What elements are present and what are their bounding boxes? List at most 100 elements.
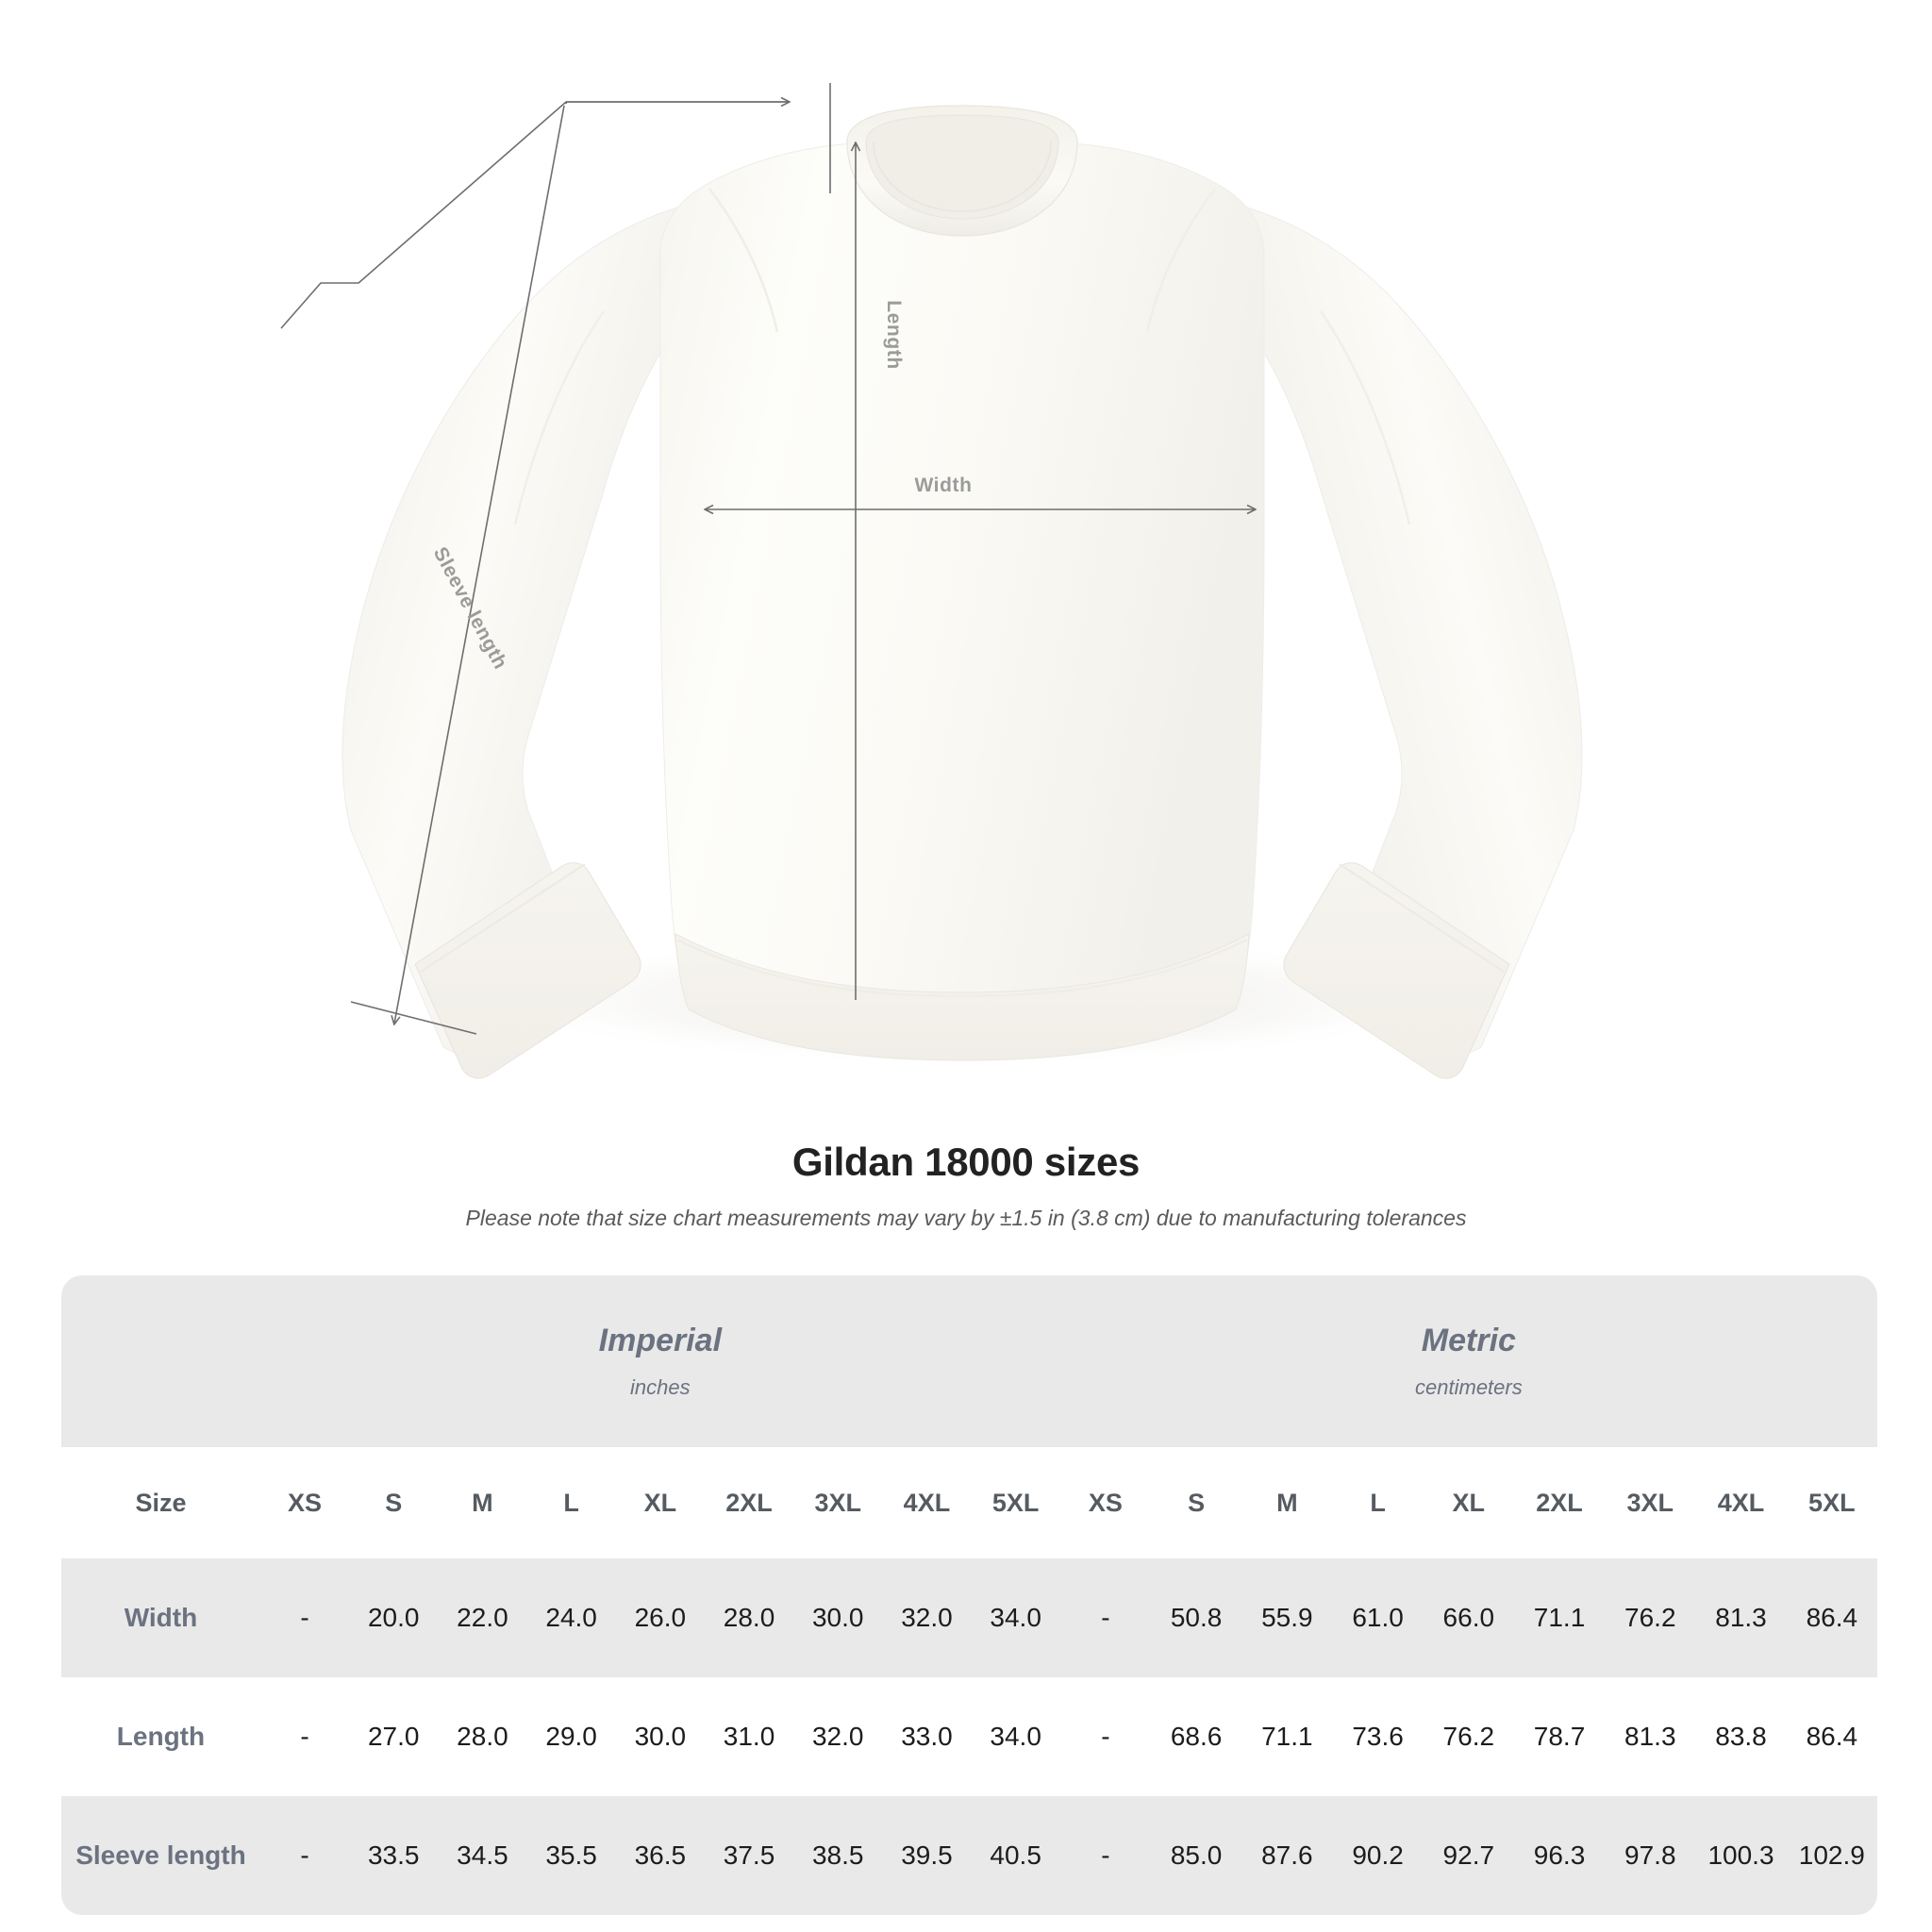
cell-sleeve-imperial-4xl: 39.5 <box>901 1840 953 1870</box>
size-header-label: Size <box>135 1488 187 1517</box>
cell-length-imperial-xl: 30.0 <box>634 1722 687 1751</box>
unit-name-imperial: Imperial <box>598 1323 723 1358</box>
cell-length-metric-3xl: 81.3 <box>1624 1722 1676 1751</box>
cell-width-metric-m: 55.9 <box>1261 1603 1313 1632</box>
size-header-metric-2xl: 2XL <box>1536 1488 1583 1517</box>
cell-width-metric-xl: 66.0 <box>1442 1603 1495 1632</box>
cell-width-imperial-3xl: 30.0 <box>811 1603 864 1632</box>
cell-width-metric-s: 50.8 <box>1170 1603 1223 1632</box>
length-dimension-label: Length <box>883 300 905 370</box>
cell-sleeve-metric-l: 90.2 <box>1352 1840 1404 1870</box>
cell-sleeve-imperial-5xl: 40.5 <box>990 1840 1041 1870</box>
cell-length-metric-s: 68.6 <box>1170 1722 1223 1751</box>
size-header-imperial-l: L <box>563 1488 579 1517</box>
cell-width-metric-l: 61.0 <box>1352 1603 1404 1632</box>
right-cuff <box>1283 862 1510 1079</box>
table-row-sleeve-length: Sleeve length - 33.5 34.5 35.5 36.5 37.5… <box>61 1796 1877 1915</box>
row-label-width: Width <box>124 1603 198 1632</box>
page-title: Gildan 18000 sizes <box>791 1140 1141 1184</box>
cell-sleeve-imperial-s: 33.5 <box>367 1840 420 1870</box>
cell-width-metric-3xl: 76.2 <box>1624 1603 1676 1632</box>
size-table: Imperial inches Metric centimeters Size … <box>61 1275 1877 1915</box>
cell-length-metric-4xl: 83.8 <box>1715 1722 1767 1751</box>
size-header-imperial-xs: XS <box>288 1488 323 1517</box>
tolerance-note: Please note that size chart measurements… <box>465 1206 1467 1230</box>
garment-body <box>659 142 1265 1061</box>
unit-header-row: Imperial inches Metric centimeters <box>61 1275 1877 1447</box>
cell-length-metric-l: 73.6 <box>1352 1722 1404 1751</box>
hem-seam <box>676 938 1248 998</box>
size-header-metric-l: L <box>1370 1488 1386 1517</box>
right-sleeve-seam <box>1319 310 1411 525</box>
cell-sleeve-metric-5xl: 102.9 <box>1798 1840 1865 1870</box>
row-label-sleeve-length: Sleeve length <box>75 1840 246 1870</box>
cell-width-metric-2xl: 71.1 <box>1533 1603 1586 1632</box>
size-header-metric-xl: XL <box>1452 1488 1486 1517</box>
cell-sleeve-metric-m: 87.6 <box>1261 1840 1313 1870</box>
cell-width-metric-4xl: 81.3 <box>1715 1603 1767 1632</box>
cell-width-imperial-xs: - <box>300 1603 309 1632</box>
cell-length-metric-xl: 76.2 <box>1442 1722 1495 1751</box>
size-header-metric-xs: XS <box>1088 1488 1123 1517</box>
cell-sleeve-metric-4xl: 100.3 <box>1707 1840 1774 1870</box>
left-sleeve-seam <box>513 310 606 525</box>
size-header-imperial-xl: XL <box>643 1488 677 1517</box>
cell-sleeve-imperial-xs: - <box>300 1840 309 1870</box>
cell-width-imperial-xl: 26.0 <box>634 1603 687 1632</box>
table-row-length: Length - 27.0 28.0 29.0 30.0 31.0 32.0 3… <box>61 1677 1877 1796</box>
cell-width-imperial-2xl: 28.0 <box>723 1603 775 1632</box>
size-header-metric-5xl: 5XL <box>1808 1488 1856 1517</box>
sleeve-length-end-tick <box>350 1001 477 1035</box>
cell-width-imperial-l: 24.0 <box>545 1603 597 1632</box>
cell-width-metric-5xl: 86.4 <box>1806 1603 1858 1632</box>
cell-width-imperial-s: 20.0 <box>367 1603 420 1632</box>
size-table-container: Imperial inches Metric centimeters Size … <box>61 1275 1877 1915</box>
cell-length-imperial-l: 29.0 <box>545 1722 597 1751</box>
cell-length-imperial-m: 28.0 <box>457 1722 508 1751</box>
size-header-imperial-5xl: 5XL <box>991 1488 1040 1517</box>
cell-length-metric-5xl: 86.4 <box>1806 1722 1858 1751</box>
cell-width-imperial-m: 22.0 <box>457 1603 508 1632</box>
cell-length-imperial-5xl: 34.0 <box>990 1722 1041 1751</box>
cell-width-imperial-4xl: 32.0 <box>901 1603 953 1632</box>
cell-length-imperial-2xl: 31.0 <box>723 1722 775 1751</box>
collar-inner <box>865 114 1059 220</box>
unit-cell-metric: Metric centimeters <box>1059 1275 1877 1447</box>
size-header-metric-3xl: 3XL <box>1626 1488 1674 1517</box>
size-header-metric-4xl: 4XL <box>1717 1488 1765 1517</box>
size-header-metric-m: M <box>1276 1488 1298 1517</box>
size-header-imperial-2xl: 2XL <box>725 1488 773 1517</box>
table-row-width: Width - 20.0 22.0 24.0 26.0 28.0 30.0 32… <box>61 1558 1877 1677</box>
cell-sleeve-imperial-l: 35.5 <box>545 1840 597 1870</box>
cell-sleeve-imperial-3xl: 38.5 <box>811 1840 864 1870</box>
cell-sleeve-metric-2xl: 96.3 <box>1533 1840 1586 1870</box>
cell-width-imperial-5xl: 34.0 <box>990 1603 1041 1632</box>
size-header-imperial-m: M <box>472 1488 493 1517</box>
sleeve-length-arrow <box>394 105 565 1024</box>
cell-sleeve-metric-s: 85.0 <box>1170 1840 1223 1870</box>
cell-sleeve-imperial-xl: 36.5 <box>634 1840 687 1870</box>
right-sleeve <box>1230 202 1583 1055</box>
collar-stitch <box>873 141 1052 213</box>
left-cuff <box>414 862 641 1079</box>
size-header-imperial-s: S <box>385 1488 403 1517</box>
unit-sub-metric: centimeters <box>1415 1375 1523 1399</box>
size-header-row: Size XS S M L XL 2XL 3XL 4XL 5XL XS S M … <box>61 1447 1877 1558</box>
unit-cell-imperial: Imperial inches <box>259 1275 1060 1447</box>
unit-sub-imperial: inches <box>630 1375 691 1399</box>
sleeve-guide-upper <box>280 101 789 329</box>
cell-width-metric-xs: - <box>1101 1603 1110 1632</box>
cell-sleeve-metric-xs: - <box>1101 1840 1110 1870</box>
cell-length-imperial-xs: - <box>300 1722 309 1751</box>
left-sleeve <box>341 202 694 1055</box>
cell-length-imperial-s: 27.0 <box>367 1722 420 1751</box>
left-cuff-seam <box>420 863 586 973</box>
left-shoulder-seam <box>708 188 779 333</box>
size-header-imperial-4xl: 4XL <box>903 1488 951 1517</box>
cell-length-metric-xs: - <box>1101 1722 1110 1751</box>
cell-sleeve-metric-xl: 92.7 <box>1442 1840 1495 1870</box>
garment-illustration: Width Length Sleeve length <box>280 83 1583 1079</box>
measurement-guides <box>280 83 1255 1035</box>
cell-sleeve-metric-3xl: 97.8 <box>1624 1840 1676 1870</box>
